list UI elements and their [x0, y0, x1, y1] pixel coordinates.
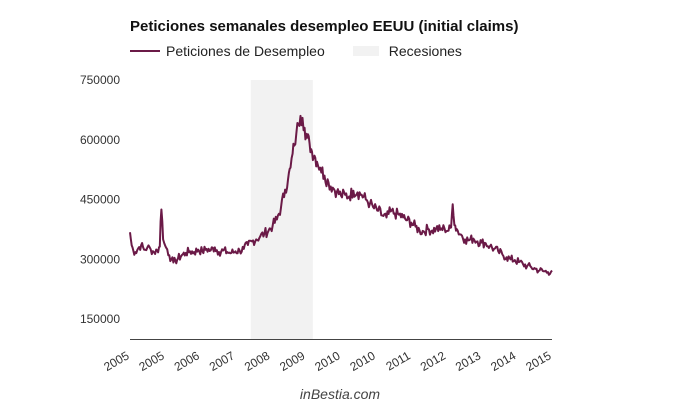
x-tick-label: 2005: [137, 348, 167, 374]
legend-recession-swatch: [352, 46, 379, 56]
legend-label-recession: Recesiones: [388, 43, 462, 59]
legend-label-series: Peticiones de Desempleo: [166, 43, 325, 59]
y-tick-label: 450000: [80, 193, 120, 207]
chart-title: Peticiones semanales desempleo EEUU (ini…: [130, 18, 519, 35]
y-tick-label: 300000: [80, 252, 120, 266]
x-tick-label: 2010: [348, 348, 378, 374]
x-tick-label: 2010: [312, 348, 342, 374]
legend-item-series[interactable]: Peticiones de Desempleo: [130, 43, 325, 59]
chart-legend: Peticiones de Desempleo Recesiones: [130, 42, 490, 60]
x-tick-label: 2007: [207, 348, 237, 374]
x-tick-label: 2014: [488, 348, 518, 374]
source-credit: inBestia.com: [299, 386, 381, 402]
y-tick-label: 150000: [80, 312, 120, 326]
legend-line-swatch: [130, 50, 160, 52]
x-tick-label: 2011: [383, 348, 413, 373]
x-tick-label: 2015: [523, 348, 553, 374]
y-tick-label: 600000: [80, 133, 120, 147]
x-tick-label: 2012: [418, 348, 448, 374]
x-tick-label: 2009: [277, 348, 307, 374]
y-tick-label: 750000: [80, 73, 120, 87]
x-tick-label: 2013: [453, 348, 483, 374]
x-tick-label: 2008: [242, 348, 272, 374]
series-line: [129, 114, 553, 276]
x-tick-label: 2006: [172, 348, 202, 374]
legend-item-recession[interactable]: Recesiones: [352, 43, 462, 59]
x-tick-label: 2005: [101, 348, 131, 374]
